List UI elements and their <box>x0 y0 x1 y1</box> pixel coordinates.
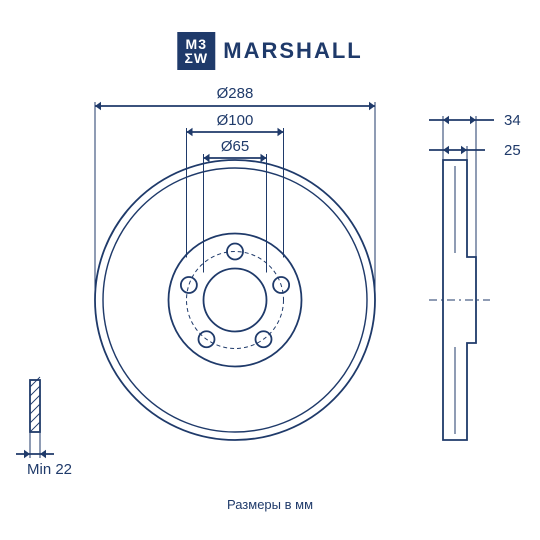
svg-text:25: 25 <box>504 142 521 159</box>
svg-text:Min 22: Min 22 <box>27 461 72 478</box>
logo-badge-top: M3 <box>186 37 207 51</box>
brand-name: MARSHALL <box>223 38 362 64</box>
footer-caption: Размеры в мм <box>0 497 540 512</box>
svg-text:Ø65: Ø65 <box>221 138 249 155</box>
technical-drawing: Ø288 Ø100 Ø65 Min 22 34 25 <box>0 0 540 540</box>
svg-text:Ø100: Ø100 <box>217 112 254 129</box>
svg-text:34: 34 <box>504 112 521 129</box>
svg-text:Ø288: Ø288 <box>217 85 254 102</box>
brand-logo: M3 ΣW MARSHALL <box>177 32 362 70</box>
logo-badge: M3 ΣW <box>177 32 215 70</box>
logo-badge-bottom: ΣW <box>184 51 208 65</box>
